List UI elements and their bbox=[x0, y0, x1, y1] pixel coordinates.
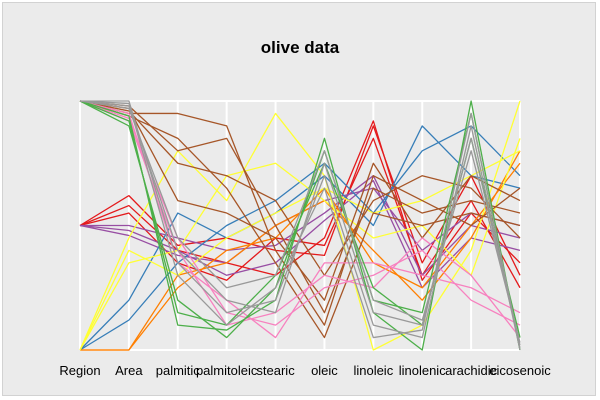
series-line-10 bbox=[79, 100, 521, 351]
series-line-12 bbox=[79, 150, 521, 351]
axis-label-eicosenoic: eicosenoic bbox=[489, 363, 551, 378]
axis-label-region: Region bbox=[59, 363, 100, 378]
axis-label-palmitic: palmitic bbox=[156, 363, 201, 378]
series-line-26 bbox=[79, 100, 521, 348]
axis-label-stearic: stearic bbox=[256, 363, 295, 378]
series-line-27 bbox=[79, 100, 521, 343]
series-line-16 bbox=[79, 100, 521, 301]
axis-label-linolenic: linolenic bbox=[399, 363, 446, 378]
axis-label-arachidic: arachidic bbox=[445, 363, 498, 378]
series-line-2 bbox=[79, 120, 521, 281]
axis-label-linoleic: linoleic bbox=[353, 363, 393, 378]
series-line-5 bbox=[79, 180, 521, 289]
axis-label-oleic: oleic bbox=[311, 363, 338, 378]
axis-label-area: Area bbox=[115, 363, 143, 378]
chart-title: olive data bbox=[260, 38, 340, 57]
axis-label-palmitoleic: palmitoleic bbox=[196, 363, 258, 378]
series-lines bbox=[79, 100, 521, 351]
series-line-11 bbox=[79, 138, 521, 351]
series-line-23 bbox=[79, 100, 521, 351]
series-line-19 bbox=[79, 100, 521, 338]
